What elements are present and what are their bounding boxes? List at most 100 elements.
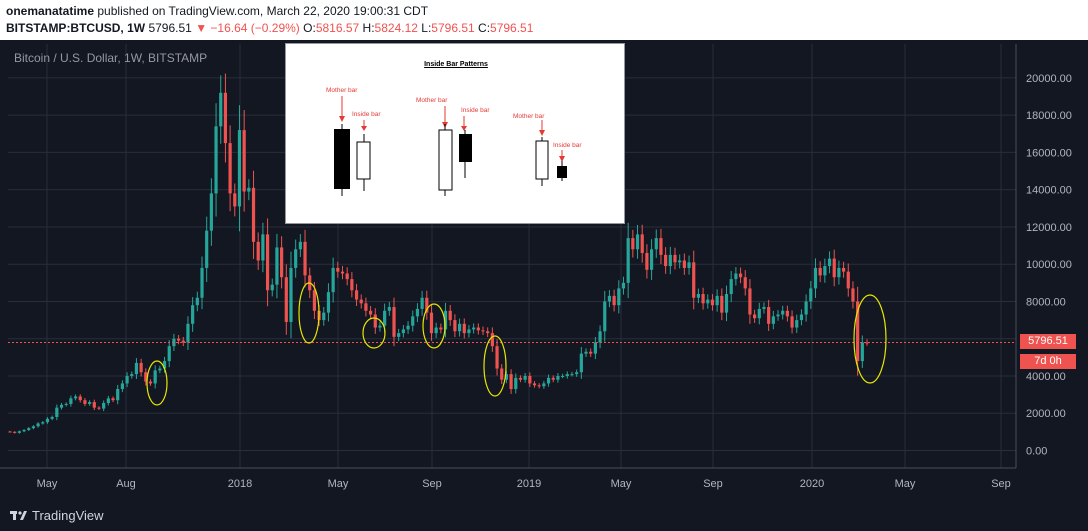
mother-bar-label: Mother bar [513, 113, 545, 120]
candle-body [565, 374, 569, 376]
candle-body [481, 330, 485, 332]
candle-body [31, 426, 36, 429]
time-tick-label: May [37, 478, 58, 490]
candle-body [841, 267, 846, 272]
price-tick-label: 20000.00 [1026, 73, 1072, 85]
candle-body [78, 396, 82, 401]
candle-body [41, 422, 45, 424]
mother-candle [438, 129, 453, 191]
price-tick-label: 16000.00 [1026, 147, 1072, 159]
tradingview-logo[interactable]: TradingView [10, 508, 104, 523]
candle-body [514, 377, 518, 390]
candle-body [809, 288, 813, 302]
candle-body [443, 310, 448, 330]
candle-body [364, 303, 368, 311]
candle-body [753, 314, 757, 319]
pattern-highlight [362, 317, 386, 349]
candle-body [345, 273, 349, 280]
candle-body [322, 312, 326, 321]
candle-body [167, 346, 171, 362]
arrow-head [461, 126, 467, 131]
candle-body [111, 398, 115, 401]
candle-body [162, 361, 167, 369]
candle-body [331, 267, 335, 293]
candle-body [270, 284, 274, 291]
candle-body [528, 375, 532, 384]
candle-body [387, 307, 391, 311]
candle-body [486, 331, 490, 334]
candle-body [640, 234, 644, 254]
inset-title: Inside Bar Patterns [424, 61, 488, 68]
candle-body [542, 383, 546, 387]
candle-body [326, 292, 331, 313]
candle-body [392, 307, 396, 337]
time-tick-label: 2018 [228, 478, 252, 490]
candle-body [561, 375, 565, 377]
time-tick-label: May [328, 478, 349, 490]
last-price: 5796.51 [148, 21, 192, 35]
candle-body [425, 297, 429, 313]
candle-body [767, 307, 771, 324]
candle-body [69, 398, 73, 404]
pattern-highlight [422, 303, 446, 349]
candle-body [429, 312, 434, 334]
candle-body [598, 331, 602, 343]
candle-body [823, 266, 827, 276]
countdown-tag: 7d 0h [1020, 354, 1076, 369]
candle-body [383, 310, 387, 326]
candle-body [781, 310, 785, 315]
candle-body [83, 400, 87, 404]
candle-body [186, 323, 190, 343]
candle-body [795, 320, 799, 328]
ohlc-line: BITSTAMP:BTCUSD, 1W 5796.51 ▼ −16.64 (−0… [6, 20, 533, 36]
last-price-tag: 5796.51 [1020, 334, 1076, 349]
candle-body [575, 372, 579, 375]
author-name[interactable]: onemanatatime [6, 4, 95, 18]
mother-bar-label: Mother bar [416, 97, 448, 104]
candle-body [280, 247, 284, 278]
pattern-highlight [853, 294, 887, 384]
candle-body [790, 316, 794, 328]
candle-body [738, 273, 743, 278]
candle-body [706, 299, 710, 304]
candle-body [176, 338, 181, 341]
candle-body [504, 374, 509, 380]
arrow-head [361, 126, 367, 131]
candle-body [55, 407, 59, 417]
brand-name: TradingView [32, 508, 104, 523]
candle-body [153, 370, 157, 384]
candle-body [729, 279, 733, 295]
candle-body [551, 377, 555, 380]
candle-body [64, 403, 68, 405]
candle-body [518, 377, 523, 380]
candle-body [242, 130, 246, 192]
time-tick-label: Sep [422, 478, 442, 490]
inside-bar-label: Inside bar [553, 142, 582, 149]
candle-body [724, 294, 729, 313]
candle-body [865, 342, 869, 344]
candle-body [251, 187, 256, 242]
candle-body [13, 431, 17, 433]
candle-body [88, 402, 92, 404]
inside-candle [557, 166, 567, 178]
inside-bar-label: Inside bar [352, 111, 381, 118]
price-tick-label: 8000.00 [1026, 296, 1066, 308]
pattern-highlight [298, 282, 320, 344]
candle-body [762, 307, 766, 309]
publish-info: published on TradingView.com, March 22, … [97, 4, 429, 18]
open-label: O: [303, 21, 316, 35]
candle-body [139, 362, 143, 373]
candle-body [509, 374, 513, 390]
candle-body [233, 193, 237, 207]
candle-body [73, 396, 78, 399]
candle-body [827, 258, 832, 267]
candle-body [804, 301, 808, 315]
candle-body [785, 310, 789, 317]
price-tick-label: 2000.00 [1026, 408, 1066, 420]
candle-body [701, 294, 705, 304]
high-value: 5824.12 [374, 21, 418, 35]
time-tick-label: 2020 [800, 478, 824, 490]
candle-body [228, 143, 232, 194]
low-label: L: [421, 21, 432, 35]
